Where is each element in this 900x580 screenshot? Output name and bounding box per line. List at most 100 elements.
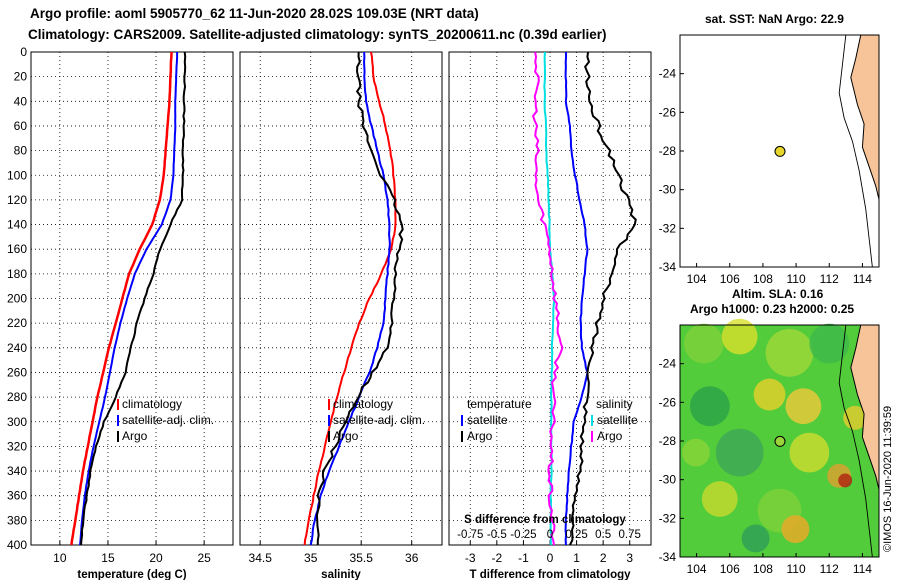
diff-s-tick-label: -0.25 — [510, 529, 536, 541]
salinity-panel-series-satellite — [309, 51, 391, 546]
sst-map-argo-marker — [774, 145, 786, 157]
diff-legend-label: satellite — [597, 413, 638, 427]
depth-tick-label: 0 — [20, 45, 27, 59]
depth-tick-label: 260 — [7, 365, 27, 379]
depth-tick-label: 200 — [7, 292, 27, 306]
difference-panel-xtick-label: -3 — [465, 551, 476, 565]
sla-map-anomaly-blob — [741, 524, 770, 553]
difference-panel-xtick-label: -1 — [518, 551, 529, 565]
depth-tick-label: 240 — [7, 341, 27, 355]
depth-tick-label: 360 — [7, 489, 27, 503]
diff-legend-label: Argo — [597, 429, 623, 443]
depth-tick-label: 220 — [7, 316, 27, 330]
sla-map-anomaly-blob — [689, 386, 730, 427]
difference-panel-xtick-label: -2 — [492, 551, 503, 565]
sla-map-ytick-label: -32 — [659, 511, 677, 525]
salinity-panel-xtick-label: 35 — [304, 551, 318, 565]
depth-tick-label: 100 — [7, 168, 27, 182]
sla-map-depth-contour — [838, 324, 873, 558]
difference-panel-series-s-argo — [531, 51, 564, 546]
salinity-panel-xtick-label: 36 — [405, 551, 419, 565]
salinity-panel-xtick-label: 34.5 — [249, 551, 273, 565]
difference-panel-xtick-label: 0 — [547, 551, 554, 565]
diff-legend-temperature-title: temperature — [467, 397, 532, 411]
diff-s-tick-label: 0.5 — [595, 529, 611, 541]
salinity-panel-legend-label: Argo — [333, 429, 359, 443]
sst-map-xtick-label: 110 — [787, 272, 806, 286]
sst-map-ytick-label: -26 — [659, 105, 677, 119]
temperature-panel-xtick-label: 25 — [197, 551, 211, 565]
diff-legend-label: satellite — [467, 413, 508, 427]
depth-tick-label: 280 — [7, 390, 27, 404]
sla-map-xtick-label: 110 — [787, 562, 806, 576]
sla-map-anomaly-blob — [701, 481, 738, 517]
sst-map-title: sat. SST: NaN Argo: 22.9 — [705, 12, 844, 26]
difference-panel-xtick-label: 2 — [600, 551, 607, 565]
sla-map-anomaly-blob — [715, 428, 764, 477]
salinity-panel-legend-label: satellite-adj. clim. — [333, 413, 425, 427]
sst-map-ytick-label: -30 — [659, 183, 677, 197]
sla-map-anomaly-blob — [789, 432, 830, 473]
depth-tick-label: 80 — [14, 144, 28, 158]
depth-tick-label: 60 — [14, 119, 28, 133]
sla-map-land — [850, 324, 880, 557]
difference-panel-xtick-label: 1 — [573, 551, 580, 565]
diff-xlabel-top: S difference from climatology — [464, 514, 626, 526]
sla-map-ytick-label: -24 — [659, 357, 677, 371]
difference-panel-series-t-satellite — [564, 51, 589, 546]
salinity-panel-legend-label: climatology — [333, 397, 393, 411]
sla-map-anomaly-blob — [753, 378, 786, 411]
sla-map-xtick-label: 106 — [720, 562, 740, 576]
depth-tick-label: 140 — [7, 218, 27, 232]
figure-title-line2: Climatology: CARS2009. Satellite-adjuste… — [28, 27, 607, 42]
sla-map-anomaly-blob — [765, 328, 814, 377]
temperature-panel-xtick-label: 10 — [53, 551, 67, 565]
difference-panel-series-t-argo — [569, 51, 637, 546]
sla-map-ytick-label: -28 — [659, 434, 677, 448]
depth-tick-label: 160 — [7, 242, 27, 256]
sla-map-xtick-label: 112 — [820, 562, 839, 576]
sst-map-depth-contour — [838, 34, 873, 268]
difference-panel-xtick-label: 3 — [626, 551, 633, 565]
difference-panel-xlabel: T difference from climatology — [469, 569, 631, 580]
salinity-panel-series-climatology — [303, 51, 397, 546]
sst-map-ytick-label: -28 — [659, 144, 677, 158]
temperature-panel-series-climatology — [70, 51, 173, 546]
diff-s-tick-label: -0.5 — [487, 529, 507, 541]
sla-map-anomaly-blob — [681, 438, 710, 467]
diff-legend-label: Argo — [467, 429, 493, 443]
sst-map-xtick-label: 104 — [687, 272, 707, 286]
depth-tick-label: 180 — [7, 267, 27, 281]
sla-map-ytick-label: -30 — [659, 473, 677, 487]
depth-tick-label: 120 — [7, 193, 27, 207]
sla-map-anomaly-blob — [781, 515, 810, 544]
sst-map-ytick-label: -24 — [659, 67, 677, 81]
diff-s-tick-label: -0.75 — [457, 529, 483, 541]
sst-map-ytick-label: -34 — [659, 260, 677, 274]
sla-map-xtick-label: 108 — [753, 562, 773, 576]
sla-map-anomaly-blob — [721, 318, 758, 355]
sla-map-xtick-label: 104 — [687, 562, 707, 576]
sst-map-land — [850, 34, 880, 267]
sla-map-anomaly-blob — [785, 388, 822, 425]
depth-tick-label: 20 — [14, 70, 28, 84]
temperature-panel-series-argo — [80, 51, 187, 546]
sla-map-title-line1: Altim. SLA: 0.16 — [732, 287, 824, 301]
temperature-panel-legend-label: climatology — [122, 397, 182, 411]
sla-map-ytick-label: -26 — [659, 395, 677, 409]
sst-map-ytick-label: -32 — [659, 221, 677, 235]
diff-s-tick-label: 0.75 — [619, 529, 641, 541]
depth-tick-label: 380 — [7, 513, 27, 527]
salinity-panel-series-argo — [315, 51, 404, 546]
depth-tick-label: 400 — [7, 538, 27, 552]
sla-map-xtick-label: 114 — [853, 562, 872, 576]
sla-map-ytick-label: -34 — [659, 550, 677, 564]
sla-map-title-line2: Argo h1000: 0.23 h2000: 0.25 — [690, 302, 855, 316]
depth-tick-label: 320 — [7, 439, 27, 453]
sla-map-anomaly-blob — [838, 473, 853, 488]
sst-map-xtick-label: 108 — [753, 272, 773, 286]
sla-map-anomaly-blob — [809, 323, 850, 364]
temperature-panel-xlabel: temperature (deg C) — [77, 569, 186, 580]
temperature-panel-legend-label: satellite-adj. clim. — [122, 413, 214, 427]
